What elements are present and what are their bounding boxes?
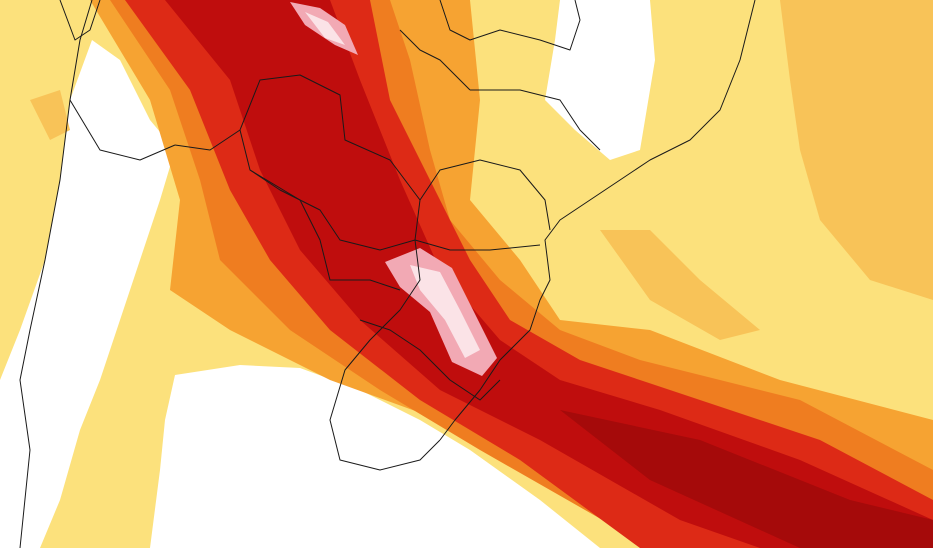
clear-area [545, 0, 655, 160]
clear-area [0, 40, 175, 548]
border-line [59, 0, 176, 161]
light-orange-area [600, 230, 760, 340]
border-line [414, 159, 551, 251]
extreme-areas [290, 2, 497, 376]
border-line [174, 129, 401, 291]
border-line [19, 0, 93, 548]
clear-areas [0, 0, 655, 548]
dark-red-band [165, 0, 933, 548]
clear-area [150, 365, 600, 548]
light-pink-area [305, 12, 345, 45]
darkest-red-core [560, 410, 933, 548]
coastline [439, 0, 756, 441]
borders [19, 0, 756, 548]
border-line [399, 29, 601, 151]
orange-light-areas [30, 0, 933, 340]
light-pink-area [410, 265, 480, 358]
border-line [439, 0, 581, 51]
border-line [329, 239, 441, 471]
light-orange-area [780, 0, 933, 300]
border-line [359, 319, 501, 401]
light-orange-area [30, 90, 70, 140]
